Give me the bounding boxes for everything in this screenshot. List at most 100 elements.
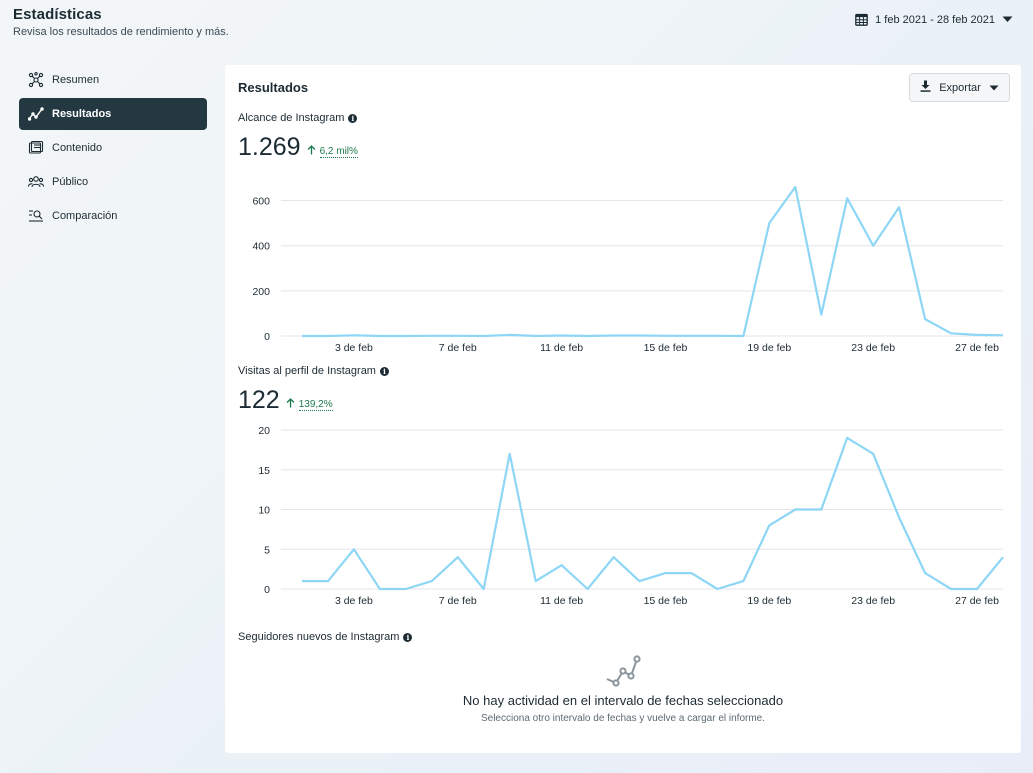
data-point[interactable]	[426, 575, 438, 587]
data-point[interactable]	[296, 330, 308, 342]
sidebar-item-resumen[interactable]: Resumen	[19, 64, 207, 96]
data-point[interactable]	[997, 551, 1009, 563]
data-point[interactable]	[971, 583, 983, 595]
info-icon[interactable]: i	[403, 632, 413, 642]
data-point[interactable]	[685, 330, 697, 342]
data-point[interactable]	[893, 201, 905, 213]
sidebar-item-publico[interactable]: Público	[19, 166, 207, 198]
sidebar-item-resultados[interactable]: Resultados	[19, 98, 207, 130]
data-point[interactable]	[634, 575, 646, 587]
arrow-up-icon	[286, 398, 295, 411]
data-point[interactable]	[815, 309, 827, 321]
data-point[interactable]	[737, 330, 749, 342]
data-point[interactable]	[815, 504, 827, 516]
data-point[interactable]	[711, 330, 723, 342]
info-icon[interactable]: i	[348, 113, 358, 123]
data-point[interactable]	[400, 583, 412, 595]
data-point[interactable]	[945, 583, 957, 595]
y-tick-label: 5	[264, 544, 270, 556]
data-point[interactable]	[763, 519, 775, 531]
data-point[interactable]	[737, 575, 749, 587]
sidebar-item-comparacion[interactable]: Comparación	[19, 200, 207, 232]
data-point[interactable]	[348, 329, 360, 341]
data-point[interactable]	[608, 551, 620, 563]
data-point[interactable]	[945, 327, 957, 339]
data-point[interactable]	[556, 330, 568, 342]
data-point[interactable]	[452, 551, 464, 563]
chevron-down-icon	[989, 82, 999, 94]
y-tick-label: 15	[258, 465, 270, 477]
data-point[interactable]	[919, 313, 931, 325]
data-point[interactable]	[893, 511, 905, 523]
data-point[interactable]	[530, 575, 542, 587]
data-point[interactable]	[504, 448, 516, 460]
series-line[interactable]	[302, 185, 1004, 338]
data-point[interactable]	[685, 567, 697, 579]
date-range-label: 1 feb 2021 - 28 feb 2021	[875, 13, 995, 26]
data-point[interactable]	[582, 583, 594, 595]
y-tick-label: 20	[258, 425, 270, 437]
chevron-down-icon	[1002, 16, 1013, 23]
data-point[interactable]	[452, 330, 464, 342]
data-point[interactable]	[322, 575, 334, 587]
gridlines	[281, 200, 1003, 337]
x-tick-label: 11 de feb	[540, 342, 583, 354]
data-point[interactable]	[659, 330, 671, 342]
sidebar-item-label: Público	[52, 176, 89, 188]
profile-visits-change-value[interactable]: 139,2%	[298, 398, 333, 411]
data-point[interactable]	[582, 330, 594, 342]
data-point[interactable]	[296, 575, 308, 587]
y-tick-label: 600	[252, 196, 270, 208]
sidebar-item-contenido[interactable]: Contenido	[19, 132, 207, 164]
reach-metric-row: 1.269 6,2 mil%	[238, 133, 358, 162]
x-tick-label: 3 de feb	[335, 595, 373, 607]
data-point[interactable]	[659, 567, 671, 579]
data-point[interactable]	[841, 192, 853, 204]
data-point[interactable]	[426, 330, 438, 342]
profile-visits-chart: 0 5 10 15 20 3 de feb 7 de feb 11 de feb 15 de f…	[258, 425, 1009, 607]
data-point[interactable]	[348, 543, 360, 555]
data-point[interactable]	[504, 329, 516, 341]
y-tick-label: 0	[264, 584, 270, 596]
reach-label-text: Alcance de Instagram	[238, 112, 345, 124]
data-point[interactable]	[400, 330, 412, 342]
sidebar-item-label: Comparación	[52, 210, 118, 222]
reach-change: 6,2 mil%	[307, 145, 358, 158]
data-point[interactable]	[374, 330, 386, 342]
series-line[interactable]	[302, 436, 1004, 591]
panel-title: Resultados	[238, 80, 309, 95]
data-point[interactable]	[789, 181, 801, 193]
data-point[interactable]	[322, 330, 334, 342]
y-tick-label: 200	[252, 286, 270, 298]
info-icon[interactable]: i	[379, 366, 389, 376]
data-point[interactable]	[971, 329, 983, 341]
x-tick-label: 15 de feb	[644, 595, 688, 607]
data-point[interactable]	[841, 432, 853, 444]
date-range-picker[interactable]: 1 feb 2021 - 28 feb 2021	[855, 13, 1013, 26]
data-point[interactable]	[919, 567, 931, 579]
data-point[interactable]	[867, 448, 879, 460]
data-point[interactable]	[608, 330, 620, 342]
x-tick-label: 27 de feb	[955, 342, 999, 354]
data-point[interactable]	[556, 559, 568, 571]
data-point[interactable]	[997, 329, 1009, 341]
x-tick-label: 27 de feb	[955, 595, 999, 607]
page-subtitle: Revisa los resultados de rendimiento y m…	[13, 26, 229, 38]
data-point[interactable]	[634, 330, 646, 342]
data-point[interactable]	[711, 583, 723, 595]
data-point[interactable]	[478, 583, 490, 595]
data-point[interactable]	[867, 240, 879, 252]
reach-change-value[interactable]: 6,2 mil%	[319, 145, 358, 158]
content-icon	[27, 140, 44, 157]
reach-chart: 0 200 400 600 3 de feb 7 de feb 11 de feb 15 de…	[252, 181, 1009, 354]
reach-value: 1.269	[238, 133, 301, 161]
data-point[interactable]	[763, 217, 775, 229]
page-title: Estadísticas	[13, 6, 102, 23]
y-tick-label: 0	[264, 331, 270, 343]
export-button[interactable]: Exportar	[909, 73, 1010, 102]
data-point[interactable]	[478, 330, 490, 342]
x-tick-label: 7 de feb	[439, 342, 477, 354]
data-point[interactable]	[789, 504, 801, 516]
data-point[interactable]	[530, 330, 542, 342]
data-point[interactable]	[374, 583, 386, 595]
